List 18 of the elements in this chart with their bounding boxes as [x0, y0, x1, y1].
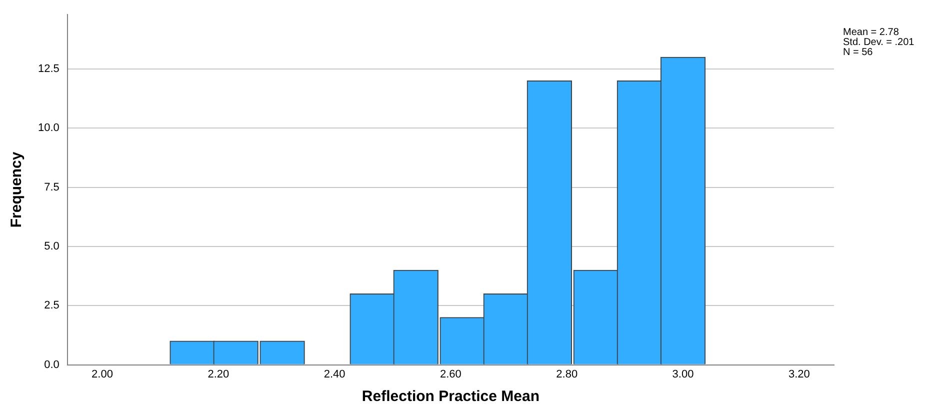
x-tick-label: 3.20: [788, 368, 810, 380]
y-axis-title: Frequency: [8, 151, 26, 228]
y-tick-label: 12.5: [38, 63, 60, 76]
text: Mean = 2.78: [843, 27, 900, 38]
y-tick-label: 10.0: [38, 122, 60, 134]
y-tick-label: 7.5: [44, 181, 60, 194]
x-axis-title: Reflection Practice Mean: [362, 388, 540, 406]
x-tick-label: 2.80: [556, 368, 578, 380]
y-tick-label: 5.0: [44, 240, 60, 253]
y-tick-label: 2.5: [44, 300, 60, 312]
x-tick-label: 2.20: [208, 368, 230, 380]
x-tick-label: 2.40: [324, 368, 346, 380]
y-tick-label: 0.0: [44, 358, 60, 371]
x-tick-label: 2.60: [440, 368, 462, 380]
x-tick-label: 3.00: [672, 368, 694, 380]
text: N = 56: [843, 47, 874, 58]
x-tick-label: 2.00: [92, 368, 113, 380]
text: Std. Dev. = .201: [843, 37, 914, 48]
